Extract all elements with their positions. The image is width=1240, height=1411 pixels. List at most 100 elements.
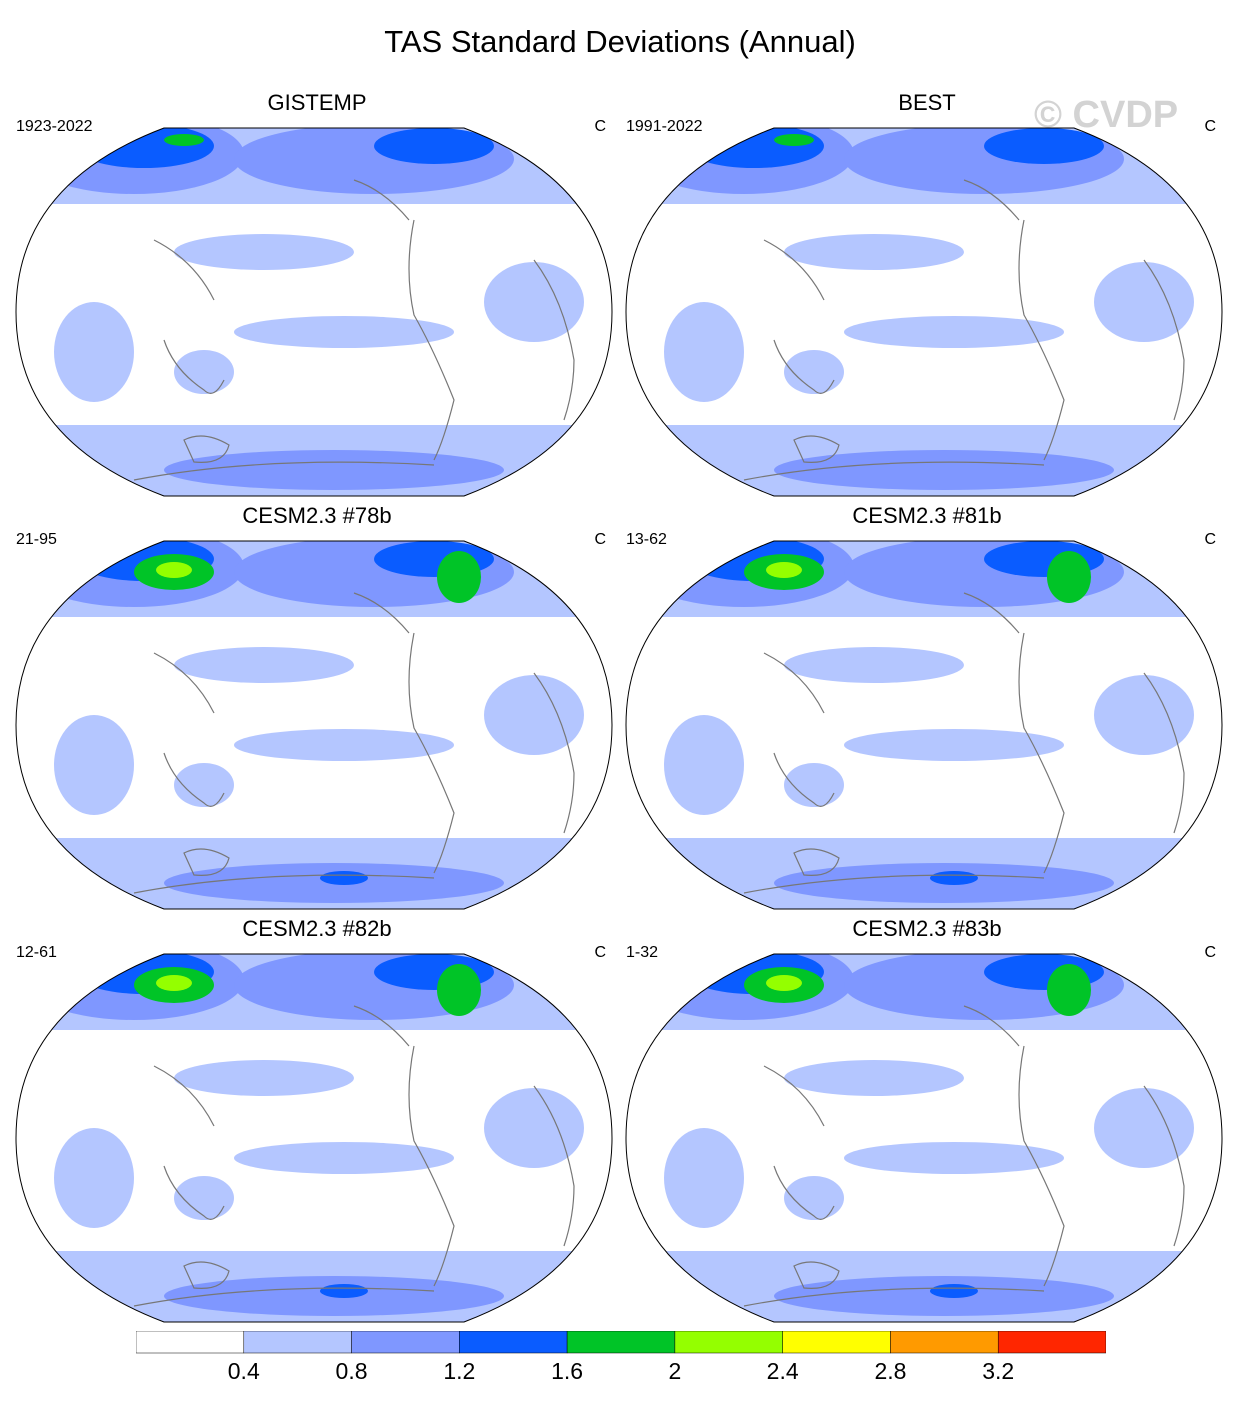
panel-units: C [1204,944,1216,961]
panel-period: 1-32 [626,944,659,961]
panel-title: BEST [898,90,956,115]
colorbar-tick-label: 2 [668,1358,682,1384]
shade-region [774,134,814,146]
coastline [133,874,435,894]
world-map [625,540,1223,910]
coastlines [133,1005,575,1307]
shade-region [664,302,744,402]
colorbar-swatch [674,1331,783,1354]
map-border [625,953,1223,1323]
world-map [15,127,613,497]
shade-region [774,450,1114,490]
shade-region [766,975,802,991]
panel-units: C [1204,531,1216,548]
shading-layer [626,128,1222,496]
coastline [183,435,230,463]
colorbar-swatch [890,1331,999,1354]
shade-region [74,128,214,168]
panel-title: CESM2.3 #81b [852,503,1002,528]
colorbar-swatch [243,1331,352,1354]
shade-region [234,729,454,761]
shade-region [1094,262,1194,342]
coastline [533,1085,575,1247]
page-title: TAS Standard Deviations (Annual) [384,24,856,59]
panel-title: CESM2.3 #83b [852,916,1002,941]
shade-region [1094,675,1194,755]
shade-region [784,763,844,807]
coastline [743,874,1045,894]
coastline [963,179,1020,221]
panel-period: 1923-2022 [16,118,93,135]
panel-title: CESM2.3 #78b [242,503,392,528]
panel-period: 1991-2022 [626,118,703,135]
panel-units: C [594,531,606,548]
shade-region [784,647,964,683]
shade-region [664,715,744,815]
shade-region [684,128,824,168]
colorbar-tick-label: 1.2 [443,1358,476,1384]
shading-layer [626,541,1222,909]
coastline [533,259,575,421]
shading-layer [16,128,612,496]
shade-region [984,128,1104,164]
shade-region [234,316,454,348]
shade-region [930,1284,978,1298]
coastline [153,1065,215,1127]
coastlines [133,179,575,481]
coastline [1143,1085,1185,1247]
colorbar-tick-label: 3.2 [982,1358,1015,1384]
world-map [15,953,613,1323]
colorbar-swatch [997,1331,1106,1354]
shade-region [484,1088,584,1168]
shade-region [174,1176,234,1220]
world-map [625,953,1223,1323]
map-panel-cesm-81b: CESM2.3 #81b 13-62 C [624,503,1230,913]
shade-region [174,647,354,683]
coastline [743,461,1045,481]
shade-region [174,350,234,394]
coastline [1018,219,1065,461]
colorbar-swatch [351,1331,460,1354]
map-panel-gistemp: GISTEMP 1923-2022 C [14,90,620,500]
shade-region [234,1142,454,1174]
shade-region [174,234,354,270]
coastline [763,239,825,301]
shade-region [320,871,368,885]
coastline [353,1005,410,1047]
shade-region [784,350,844,394]
coastline [963,1005,1020,1047]
shade-region [174,1060,354,1096]
shading-layer [16,541,612,909]
colorbar-swatch [459,1331,568,1354]
coastlines [743,592,1185,894]
coastlines [743,179,1185,481]
coastline [1018,1045,1065,1287]
coastline [1018,632,1065,874]
coastline [408,632,455,874]
panel-period: 21-95 [16,531,57,548]
shade-region [844,316,1064,348]
panel-units: C [594,118,606,135]
colorbar-swatch [782,1331,891,1354]
coastline [163,339,225,394]
coastline [163,1165,225,1220]
shade-region [784,1176,844,1220]
map-border [15,540,613,910]
colorbar-tick-label: 2.4 [766,1358,799,1384]
shade-region [437,964,481,1016]
map-panel-best: BEST 1991-2022 C [624,90,1230,500]
shade-region [484,262,584,342]
coastline [793,848,840,876]
coastline [763,652,825,714]
world-map [625,127,1223,497]
colorbar-tick-label: 1.6 [551,1358,584,1384]
shade-region [54,1128,134,1228]
colorbar-tick-label: 0.8 [335,1358,368,1384]
shade-region [54,302,134,402]
shade-region [164,134,204,146]
coastline [963,592,1020,634]
shade-region [1047,964,1091,1016]
panel-period: 13-62 [626,531,667,548]
shade-region [484,675,584,755]
shade-region [1047,551,1091,603]
